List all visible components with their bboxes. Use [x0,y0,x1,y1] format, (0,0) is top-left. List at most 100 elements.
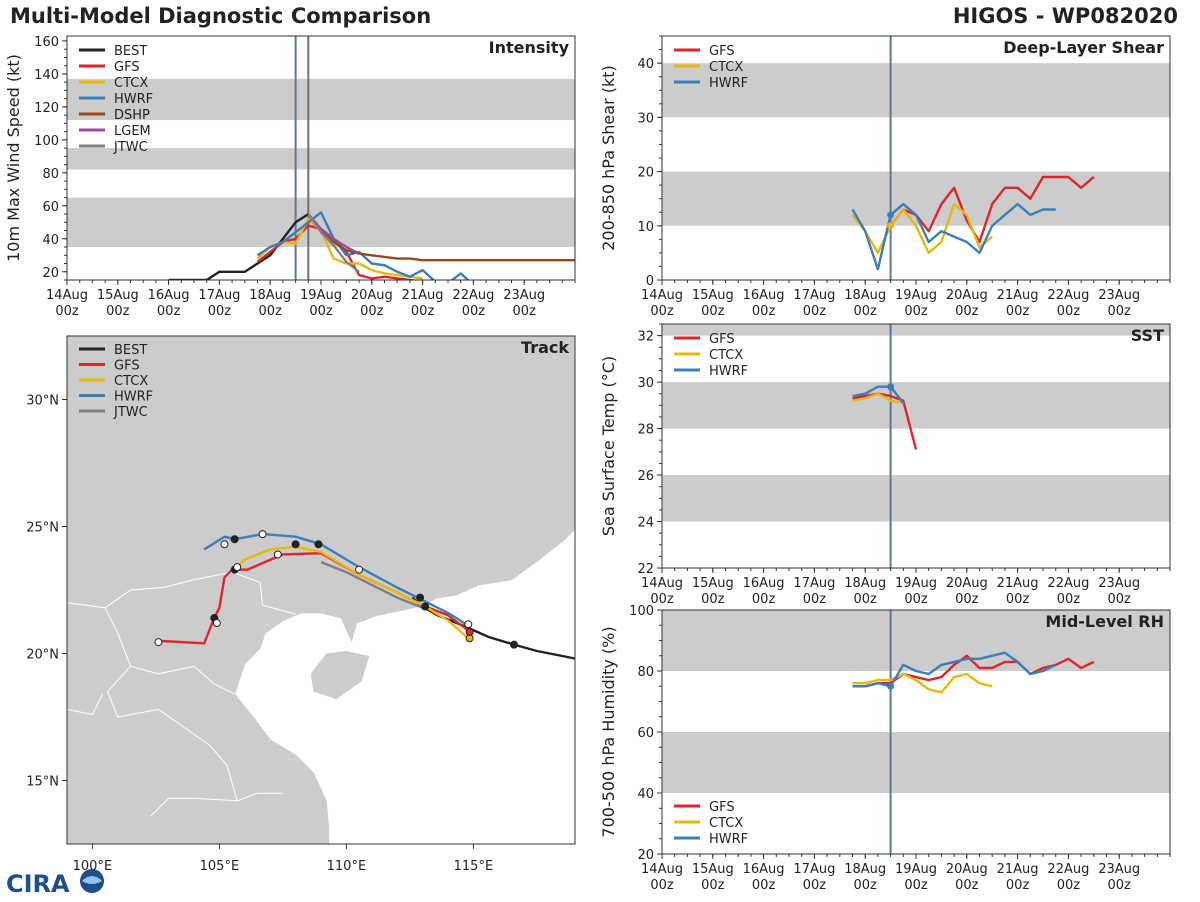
x-tick-label: 00z [650,304,674,319]
legend-label: JTWC [113,140,148,155]
shaded-band [67,197,575,248]
x-tick-label: 00z [1108,878,1132,893]
series-ctcx [852,672,993,694]
y-tick-label: 30 [637,111,654,126]
x-tick-label: 00z [309,304,333,319]
shaded-band [662,475,1170,522]
x-tick-label: 14Aug [641,576,683,591]
track-position-marker [510,640,519,649]
x-tick-label: 00z [55,304,79,319]
x-tick-label: 23Aug [503,288,545,303]
x-tick-label: 20Aug [946,288,988,303]
legend-label: CTCX [709,60,743,75]
rh-ylabel: 700-500 hPa Humidity (%) [599,626,618,837]
track-position-marker [464,620,473,629]
legend-label: HWRF [114,92,153,107]
x-tick-label: 00z [650,878,674,893]
page-title: Multi-Model Diagnostic Comparison [10,4,432,28]
x-tick-label: 18Aug [844,576,886,591]
x-tick-label: 23Aug [1098,576,1140,591]
x-tick-label: 00z [904,592,928,607]
x-tick-label: 00z [752,304,776,319]
x-tick-label: 16Aug [148,288,190,303]
x-tick-label: 22Aug [1047,862,1089,877]
x-tick-label: 18Aug [844,862,886,877]
x-tick-label: 00z [701,304,725,319]
series-jtwc [307,213,360,273]
legend-label: CTCX [709,816,743,831]
x-tick-label: 14Aug [46,288,88,303]
y-tick-label: 20 [42,266,59,281]
x-tick-label: 00z [157,304,181,319]
x-tick-label: 19Aug [895,576,937,591]
x-tick-label: 17Aug [793,288,835,303]
lat-tick-label: 25°N [26,521,59,536]
cira-logo: CIRA [4,866,114,902]
x-tick-label: 18Aug [249,288,291,303]
x-tick-label: 18Aug [844,288,886,303]
x-tick-label: 00z [462,304,486,319]
y-tick-label: 160 [34,35,59,50]
land [67,336,575,844]
legend-label: HWRF [709,76,748,91]
y-tick-label: 140 [34,68,59,83]
lon-tick-label: 110°E [327,859,367,874]
x-tick-label: 00z [259,304,283,319]
x-tick-label: 00z [803,878,827,893]
shaded-band [67,148,575,170]
legend-label: CTCX [114,76,148,91]
legend-label: DSHP [114,108,150,123]
series-hwrf [256,211,470,280]
x-tick-label: 19Aug [895,862,937,877]
x-tick-label: 15Aug [692,288,734,303]
legend-label: LGEM [114,124,151,139]
legend-label: CTCX [114,374,148,389]
legend-label: GFS [114,359,140,374]
legend-label: HWRF [709,364,748,379]
legend-label: HWRF [709,832,748,847]
intensity-ylabel: 10m Max Wind Speed (kt) [4,54,23,262]
legend-label: CTCX [709,348,743,363]
sst-chart: 22242628303214Aug00z15Aug00z16Aug00z17Au… [599,323,1171,607]
lon-tick-label: 105°E [200,859,240,874]
y-tick-label: 100 [629,604,654,619]
x-tick-label: 19Aug [300,288,342,303]
y-tick-label: 26 [637,469,654,484]
x-tick-label: 21Aug [997,576,1039,591]
lat-tick-label: 15°N [26,775,59,790]
x-tick-label: 23Aug [1098,288,1140,303]
track-position-marker [233,563,242,572]
lat-tick-label: 30°N [26,394,59,409]
y-tick-label: 0 [646,274,654,289]
storm-title: HIGOS - WP082020 [952,4,1178,28]
track-map-area [67,336,575,844]
legend-label: GFS [709,44,735,59]
sst-plot-area [662,324,1170,568]
track-position-marker [258,530,267,539]
x-tick-label: 00z [803,304,827,319]
rh-chart: 2040608010014Aug00z15Aug00z16Aug00z17Aug… [599,604,1171,893]
x-tick-label: 00z [1108,592,1132,607]
x-tick-label: 22Aug [1047,576,1089,591]
x-tick-label: 14Aug [641,288,683,303]
x-tick-label: 00z [1057,592,1081,607]
x-tick-label: 00z [955,304,979,319]
y-tick-label: 80 [42,167,59,182]
x-tick-label: 00z [955,878,979,893]
country-border [104,607,235,695]
series-hwrf [851,202,1056,271]
x-tick-label: 00z [955,592,979,607]
y-tick-label: 40 [42,233,59,248]
shear-ylabel: 200-850 hPa Shear (kt) [599,65,618,251]
track-position-marker [212,619,221,628]
y-tick-label: 28 [637,423,654,438]
y-tick-label: 32 [637,330,654,345]
country-border [150,797,238,817]
country-border [107,665,283,802]
y-tick-label: 40 [637,787,654,802]
track-position-marker [421,602,430,611]
shaded-band [67,78,575,121]
x-tick-label: 23Aug [1098,862,1140,877]
x-tick-label: 16Aug [743,288,785,303]
